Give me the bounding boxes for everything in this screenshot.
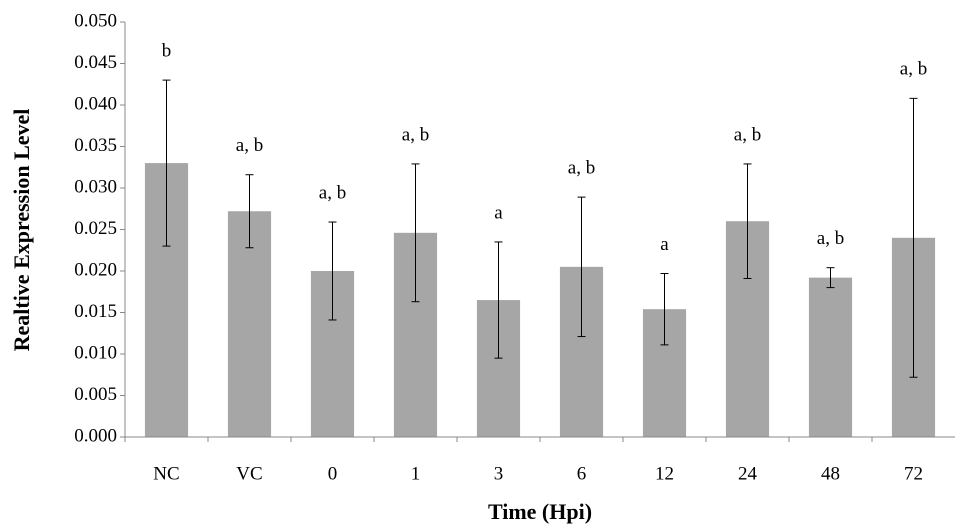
x-axis-title: Time (Hpi) (488, 499, 592, 524)
y-tick-label: 0.015 (74, 301, 117, 322)
annotation: a, b (900, 59, 927, 80)
annotation: a (494, 202, 503, 223)
y-tick-label: 0.040 (74, 93, 117, 114)
annotation: a, b (319, 182, 346, 203)
y-tick-label: 0.020 (74, 259, 117, 280)
annotation: b (162, 40, 172, 61)
bar (809, 278, 852, 437)
chart: Time (Hpi) Realtive Expression Level 0.0… (0, 0, 968, 531)
x-tick-label: 12 (655, 463, 674, 484)
x-tick-label: 72 (904, 463, 923, 484)
page: Time (Hpi) Realtive Expression Level 0.0… (0, 0, 968, 531)
x-tick-label: 0 (328, 463, 338, 484)
x-tick-label: 6 (577, 463, 587, 484)
y-tick-label: 0.045 (74, 52, 117, 73)
x-tick-label: NC (153, 463, 179, 484)
y-tick-label: 0.010 (74, 342, 117, 363)
y-tick-label: 0.005 (74, 384, 117, 405)
y-axis-title: Realtive Expression Level (9, 109, 34, 352)
x-tick-label: 1 (411, 463, 421, 484)
y-tick-label: 0.025 (74, 218, 117, 239)
annotation: a (660, 234, 669, 255)
x-tick-label: 48 (821, 463, 840, 484)
y-tick-label: 0.035 (74, 135, 117, 156)
annotation: a, b (817, 228, 844, 249)
annotation: a, b (402, 124, 429, 145)
annotation: a, b (236, 135, 263, 156)
annotation: a, b (568, 157, 595, 178)
x-tick-label: 24 (738, 463, 758, 484)
annotation: a, b (734, 124, 761, 145)
x-tick-label: VC (236, 463, 262, 484)
x-tick-label: 3 (494, 463, 504, 484)
y-tick-label: 0.030 (74, 176, 117, 197)
y-tick-label: 0.000 (74, 425, 117, 446)
y-tick-label: 0.050 (74, 10, 117, 31)
